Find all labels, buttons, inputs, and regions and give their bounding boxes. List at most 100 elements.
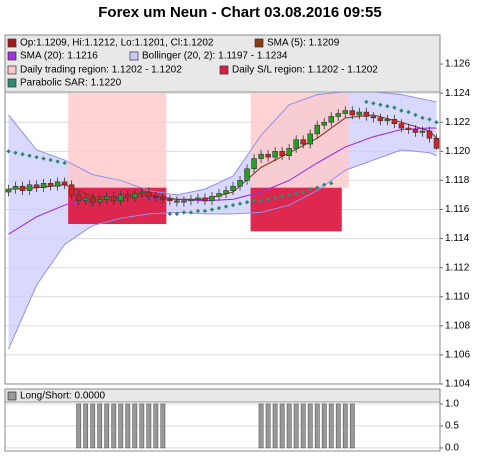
sar-dot xyxy=(13,150,18,155)
bar xyxy=(349,403,355,449)
legend-label: Bollinger (20, 2): 1.1197 - 1.1234 xyxy=(142,51,288,62)
candle-body xyxy=(307,133,313,145)
bar xyxy=(76,403,82,449)
legend-swatch xyxy=(254,38,264,48)
y-tick-label: 1.0 xyxy=(445,399,459,410)
candle-body xyxy=(419,130,426,133)
sar-dot xyxy=(181,210,187,215)
candle-body xyxy=(89,197,96,203)
sar-dot xyxy=(286,192,292,198)
y-tick-label: 1.124 xyxy=(445,88,470,99)
candle-body xyxy=(132,193,138,199)
sar-dot xyxy=(392,105,397,110)
legend-label: SMA (20): 1.1216 xyxy=(20,51,98,62)
sar-dot xyxy=(258,198,264,203)
candle-body xyxy=(118,194,124,202)
y-tick-label: 1.126 xyxy=(445,59,470,70)
legend-swatch xyxy=(7,51,17,61)
candle-body xyxy=(272,151,278,158)
candle-body xyxy=(230,185,236,191)
candle-body xyxy=(54,181,61,187)
y-tick-label: 1.104 xyxy=(445,379,470,390)
y-tick-label: 1.112 xyxy=(445,262,470,273)
bar xyxy=(321,403,327,449)
legend-label: Long/Short: 0.0000 xyxy=(20,391,106,402)
candle-body xyxy=(286,148,292,156)
candle-body xyxy=(216,193,222,197)
legend-swatch xyxy=(7,38,17,48)
bar xyxy=(314,403,320,449)
candle-body xyxy=(335,113,342,117)
candle-body xyxy=(61,181,68,186)
candle-body xyxy=(391,119,398,125)
candle-body xyxy=(110,196,117,202)
candle-body xyxy=(40,183,47,188)
bar xyxy=(160,403,166,449)
sar-dot xyxy=(20,152,25,157)
legend-swatch xyxy=(219,65,229,75)
bar xyxy=(90,403,96,449)
sar-dot xyxy=(188,210,194,215)
candle-body xyxy=(258,153,264,159)
bar xyxy=(279,403,285,449)
sar-dot xyxy=(6,149,11,154)
bar xyxy=(111,403,117,449)
candle-body xyxy=(356,111,363,116)
legend-swatch xyxy=(7,78,17,88)
sar-dot xyxy=(167,211,173,217)
bar xyxy=(258,403,264,449)
sar-dot xyxy=(27,153,32,158)
sar-dot xyxy=(385,104,390,109)
sar-dot xyxy=(34,154,39,160)
sar-dot xyxy=(223,204,229,209)
sar-dot xyxy=(300,189,306,195)
candle-body xyxy=(160,197,166,200)
legend-label: SMA (5): 1.1209 xyxy=(267,38,340,49)
sar-dot xyxy=(272,195,278,201)
legend-label: Daily S/L region: 1.1202 - 1.1202 xyxy=(232,65,378,76)
bar xyxy=(139,403,145,449)
candle-body xyxy=(237,180,243,187)
candle-body xyxy=(167,199,173,202)
candle-body xyxy=(426,130,433,139)
sar-dot xyxy=(62,160,67,166)
sar-dot xyxy=(48,157,53,163)
sar-dot xyxy=(174,211,180,217)
y-tick-label: 1.118 xyxy=(445,175,470,186)
candle-body xyxy=(293,139,299,149)
legend-label: Daily trading region: 1.1202 - 1.1202 xyxy=(20,65,182,76)
candle-body xyxy=(181,200,187,203)
candle-body xyxy=(75,194,82,202)
sar-dot xyxy=(399,108,404,113)
candle-body xyxy=(328,116,335,123)
sar-dot xyxy=(216,205,222,211)
bar xyxy=(132,403,138,449)
chart-title: Forex um Neun - Chart 03.08.2016 09:55 xyxy=(98,4,381,21)
candle-body xyxy=(202,197,208,202)
y-tick-label: 1.114 xyxy=(445,233,470,244)
bar xyxy=(286,403,292,449)
candle-body xyxy=(125,194,131,199)
bar xyxy=(335,403,341,449)
bar xyxy=(293,403,299,449)
candle-body xyxy=(139,191,145,194)
candle-body xyxy=(174,200,180,203)
candle-body xyxy=(12,185,19,190)
sar-dot xyxy=(195,208,201,214)
y-tick-label: 1.110 xyxy=(445,291,470,302)
sar-dot xyxy=(41,156,46,161)
candle-body xyxy=(251,158,257,170)
candle-body xyxy=(82,197,89,202)
sar-dot xyxy=(364,99,369,105)
sl-region xyxy=(68,187,167,225)
bar xyxy=(118,403,124,449)
sar-dot xyxy=(293,191,299,196)
sar-dot xyxy=(420,115,425,121)
plot-frame xyxy=(4,388,441,452)
y-tick-label: 1.106 xyxy=(445,350,470,361)
candle-body xyxy=(370,116,377,119)
candle-body xyxy=(405,127,412,130)
candle-body xyxy=(265,153,271,158)
bar xyxy=(265,403,271,449)
legend-swatch xyxy=(129,51,139,61)
